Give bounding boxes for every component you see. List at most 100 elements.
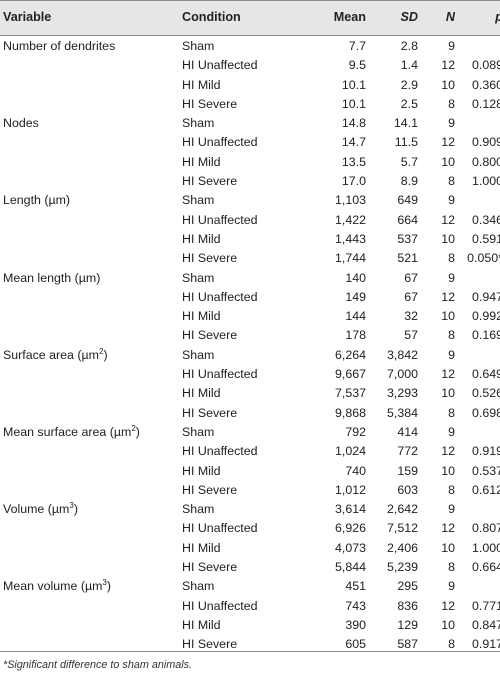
cell-mean: 14.8	[341, 116, 366, 131]
cell-n: 12	[441, 444, 455, 459]
cell-mean: 1,744	[334, 251, 366, 266]
cell-n: 9	[448, 347, 455, 362]
cell-n: 10	[441, 309, 455, 324]
header-row: Variable Condition Mean SD N p	[0, 0, 500, 35]
cell-n: 8	[448, 96, 455, 111]
cell-mean: 10.1	[341, 77, 366, 92]
cell-mean: 740	[345, 463, 366, 478]
cell-p	[455, 346, 500, 365]
cell-variable	[0, 133, 182, 152]
cell-sd: 32	[404, 309, 418, 324]
variable-label: Mean volume (µm	[3, 579, 103, 594]
cell-condition: HI Severe	[182, 251, 238, 266]
table-row: HI Severe 10.1 2.5 8 0.128	[0, 95, 500, 114]
cell-p: 0.128	[471, 96, 500, 111]
cell-condition: HI Unaffected	[182, 212, 258, 227]
cell-mean: 14.7	[341, 135, 366, 150]
variable-label: Volume (µm	[3, 502, 70, 517]
cell-mean: 9,667	[334, 367, 366, 382]
table-row: HI Severe 9,868 5,384 8 0.698	[0, 404, 500, 423]
cell-n: 12	[441, 212, 455, 227]
cell-mean: 149	[345, 289, 366, 304]
cell-variable	[0, 365, 182, 384]
cell-condition: HI Severe	[182, 405, 238, 420]
cell-sd: 2.8	[400, 39, 418, 53]
table-row: HI Unaffected 1,024 772 12 0.919	[0, 442, 500, 461]
cell-n: 12	[441, 58, 455, 73]
cell-mean: 792	[345, 424, 366, 439]
cell-variable: Surface area (µm2)	[0, 346, 182, 365]
cell-p: 0.800	[471, 154, 500, 169]
cell-mean: 1,024	[334, 444, 366, 459]
cell-n: 8	[448, 251, 455, 266]
cell-mean: 7,537	[334, 386, 366, 401]
cell-condition: Sham	[182, 270, 215, 285]
cell-condition: Sham	[182, 39, 215, 53]
cell-condition: HI Severe	[182, 482, 238, 497]
cell-mean: 4,073	[334, 540, 366, 555]
cell-condition: HI Mild	[182, 77, 221, 92]
cell-n: 12	[441, 135, 455, 150]
header-rule	[0, 35, 500, 36]
cell-p	[455, 500, 500, 519]
cell-p: 0.526	[471, 386, 500, 401]
cell-p: 0.992	[471, 309, 500, 324]
cell-condition: HI Mild	[182, 386, 221, 401]
table-row: HI Unaffected 1,422 664 12 0.346	[0, 211, 500, 230]
table-row: Nodes Sham 14.8 14.1 9	[0, 114, 500, 133]
cell-n: 12	[441, 598, 455, 613]
cell-sd: 5,239	[386, 560, 418, 575]
cell-variable	[0, 481, 182, 500]
cell-variable: Nodes	[3, 116, 39, 131]
cell-condition: HI Mild	[182, 463, 221, 478]
cell-variable: Mean volume (µm3)	[0, 577, 182, 596]
table-row: HI Severe 1,744 521 8 0.050*	[0, 249, 500, 268]
cell-p: 0.807	[471, 521, 500, 536]
cell-mean: 10.1	[341, 96, 366, 111]
cell-p: 0.771	[471, 598, 500, 613]
cell-mean: 178	[345, 328, 366, 343]
table-body: Number of dendrites Sham 7.7 2.8 9 HI Unaffec…	[0, 35, 500, 655]
table-row: HI Mild 1,443 537 10 0.591	[0, 230, 500, 249]
cell-condition: HI Mild	[182, 540, 221, 555]
cell-condition: HI Mild	[182, 154, 221, 169]
cell-n: 8	[448, 482, 455, 497]
cell-p: 0.947	[471, 289, 500, 304]
cell-variable	[0, 326, 182, 345]
column-header-variable: Variable	[3, 10, 52, 24]
unit-exponent: 3	[69, 501, 74, 510]
cell-sd: 649	[397, 193, 418, 208]
cell-sd: 772	[397, 444, 418, 459]
cell-n: 8	[448, 174, 455, 189]
cell-p: 0.649	[471, 367, 500, 382]
cell-variable	[0, 539, 182, 558]
cell-mean: 451	[345, 579, 366, 594]
cell-mean: 743	[345, 598, 366, 613]
unit-close: )	[73, 502, 78, 517]
cell-condition: HI Unaffected	[182, 444, 258, 459]
cell-sd: 5,384	[386, 405, 418, 420]
cell-variable	[0, 307, 182, 326]
cell-condition: HI Mild	[182, 617, 221, 632]
cell-variable	[0, 462, 182, 481]
cell-p	[455, 35, 500, 56]
table-row: HI Unaffected 9.5 1.4 12 0.089	[0, 56, 500, 75]
table-row: Number of dendrites Sham 7.7 2.8 9	[0, 35, 500, 56]
cell-condition: HI Severe	[182, 328, 238, 343]
table-row: HI Unaffected 14.7 11.5 12 0.909	[0, 133, 500, 152]
column-header-p: p	[455, 0, 500, 35]
table-row: Mean volume (µm3) Sham 451 295 9	[0, 577, 500, 596]
cell-p: 0.591	[471, 231, 500, 246]
table-row: HI Unaffected 6,926 7,512 12 0.807	[0, 519, 500, 538]
cell-n: 9	[448, 424, 455, 439]
cell-condition: HI Severe	[182, 96, 238, 111]
data-table: Variable Condition Mean SD N p Number of…	[0, 0, 500, 655]
cell-mean: 6,926	[334, 521, 366, 536]
cell-sd: 2,642	[386, 502, 418, 517]
cell-n: 9	[448, 270, 455, 285]
column-header-sd: SD	[400, 10, 419, 24]
table-row: HI Severe 5,844 5,239 8 0.664	[0, 558, 500, 577]
cell-variable	[0, 597, 182, 616]
table-row: Mean length (µm) Sham 140 67 9	[0, 269, 500, 288]
top-rule	[0, 0, 500, 1]
